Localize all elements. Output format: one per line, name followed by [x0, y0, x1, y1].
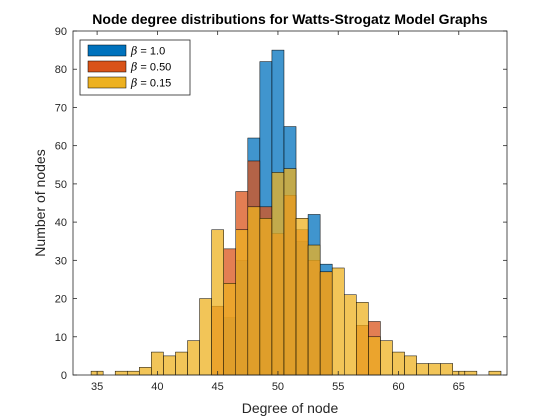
x-tick-label-65: 65: [453, 381, 465, 393]
legend-entry-1: β = 0.50: [130, 61, 171, 74]
bar-series-2-degree-43: [187, 340, 200, 376]
x-axis-label: Degree of node: [242, 400, 339, 416]
bar-series-2-degree-58: [368, 336, 381, 376]
chart-title: Node degree distributions for Watts-Stro…: [92, 11, 488, 27]
plot-frame: [72, 30, 508, 376]
legend: β = 1.0 β = 0.50 β = 0.15: [79, 39, 191, 96]
bar-series-2-degree-42: [175, 351, 188, 376]
bar-series-2-degree-45: [211, 229, 224, 376]
y-tick-label-90: 90: [55, 26, 67, 38]
y-tick-label-20: 20: [55, 294, 67, 306]
bar-series-2-degree-66: [464, 370, 478, 376]
y-axis-label: Number of nodes: [32, 149, 48, 256]
bar-series-2-degree-38: [127, 370, 140, 376]
y-tick-label-0: 0: [61, 370, 67, 382]
bar-series-2-degree-63: [428, 363, 441, 376]
bar-series-2-degree-44: [199, 298, 212, 376]
bar-series-2-degree-59: [380, 340, 393, 376]
x-tick-label-35: 35: [91, 381, 103, 393]
bar-series-2-degree-57: [356, 302, 369, 376]
bar-series-2-degree-53: [307, 244, 321, 376]
bar-series-2-degree-61: [404, 355, 417, 376]
x-tick-label-45: 45: [212, 381, 224, 393]
bar-series-2-degree-50: [271, 172, 285, 376]
legend-entry-2: β = 0.15: [130, 77, 171, 90]
bar-series-2-degree-49: [259, 218, 273, 376]
y-tick-label-10: 10: [55, 332, 67, 344]
bar-series-2-degree-39: [139, 367, 152, 376]
bar-series-2-degree-48: [247, 206, 261, 376]
legend-swatch-1: [87, 60, 127, 73]
legend-swatch-2: [87, 76, 127, 89]
x-tick-label-60: 60: [392, 381, 404, 393]
y-tick-label-80: 80: [55, 64, 67, 76]
y-tick-label-60: 60: [55, 141, 67, 153]
bar-series-2-degree-54: [319, 271, 333, 376]
y-tick-label-70: 70: [55, 102, 67, 114]
bar-series-2-degree-62: [416, 363, 429, 376]
x-tick-label-50: 50: [272, 381, 284, 393]
bar-series-2-degree-68: [488, 370, 502, 376]
bar-series-2-degree-46: [223, 283, 237, 376]
series-2: [90, 168, 502, 376]
x-tick-label-55: 55: [332, 381, 344, 393]
y-tick-label-40: 40: [55, 217, 67, 229]
bar-series-2-degree-55: [331, 267, 345, 376]
y-tick-label-50: 50: [55, 179, 67, 191]
x-tick-label-40: 40: [151, 381, 163, 393]
legend-swatch-0: [87, 44, 127, 57]
bar-series-2-degree-52: [295, 218, 309, 376]
bar-series-2-degree-47: [235, 229, 249, 376]
y-tick-label-30: 30: [55, 255, 67, 267]
bar-series-2-degree-56: [344, 294, 357, 376]
bar-series-2-degree-37: [114, 370, 128, 376]
bar-series-2-degree-64: [440, 363, 454, 376]
bar-series-2-degree-41: [163, 355, 176, 376]
bar-series-2-degree-51: [283, 168, 297, 376]
bars-layer: [90, 49, 502, 376]
legend-entry-0: β = 1.0: [130, 45, 165, 58]
